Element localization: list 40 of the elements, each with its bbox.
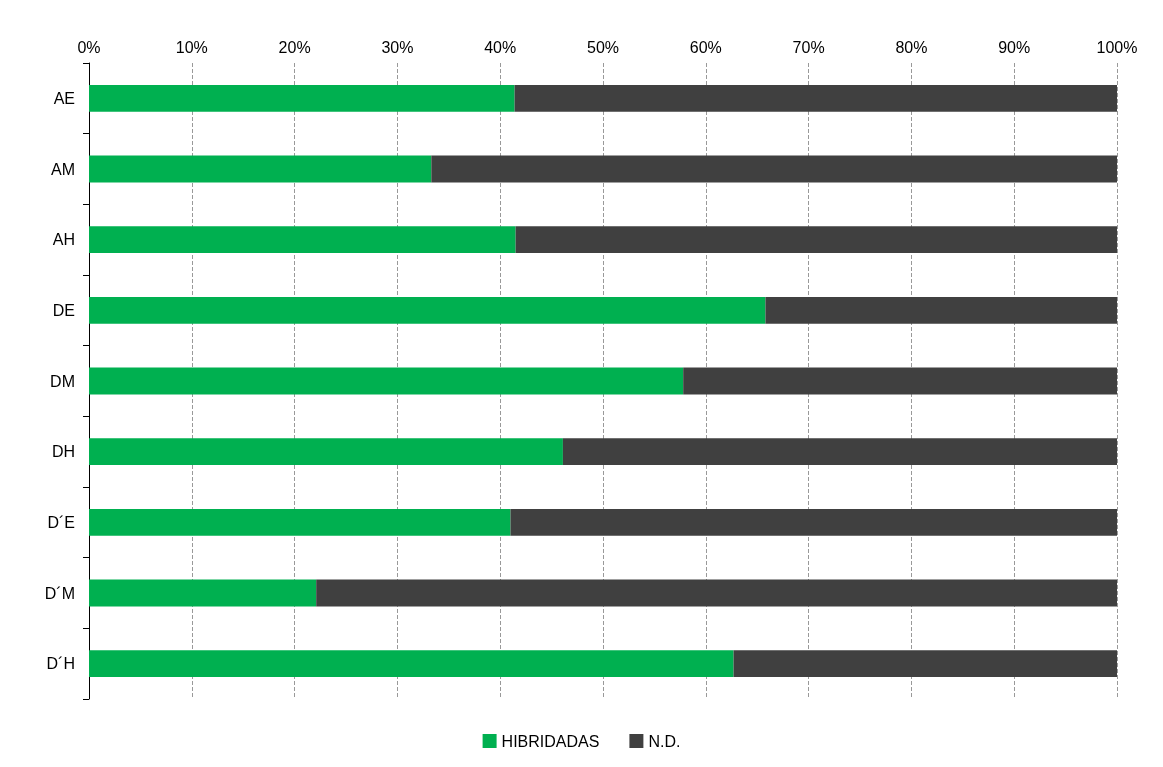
legend-label: N.D. xyxy=(648,732,681,750)
bar xyxy=(89,650,734,678)
bar xyxy=(431,155,1117,183)
x-tick-label: 10% xyxy=(175,38,208,56)
bar xyxy=(562,438,1117,466)
bar xyxy=(765,296,1117,324)
bar xyxy=(316,579,1117,607)
bar xyxy=(89,226,516,254)
bar xyxy=(89,84,515,112)
x-tick-label: 50% xyxy=(586,38,620,56)
x-tick-label: 80% xyxy=(895,38,928,56)
bar xyxy=(515,226,1117,254)
x-tick-label: 40% xyxy=(484,38,517,56)
y-tick-label: DE xyxy=(52,301,75,319)
x-tick-label: 100% xyxy=(1096,38,1138,56)
bar xyxy=(510,508,1117,536)
bar xyxy=(89,438,563,466)
y-tick-label: AE xyxy=(53,89,75,107)
y-tick-label: AH xyxy=(52,231,75,249)
bar xyxy=(89,579,317,607)
bar xyxy=(683,367,1117,395)
bar xyxy=(89,508,511,536)
x-tick-label: 60% xyxy=(689,38,722,56)
y-tick-label: AM xyxy=(51,160,75,178)
bar xyxy=(89,367,684,395)
bar xyxy=(89,296,766,324)
bar xyxy=(733,650,1117,678)
y-tick-label: D´H xyxy=(46,655,75,673)
y-tick-label: DH xyxy=(51,443,75,461)
bar xyxy=(89,155,432,183)
y-tick-label: D´M xyxy=(44,584,75,602)
x-tick-label: 20% xyxy=(278,38,311,56)
legend-label: HIBRIDADAS xyxy=(501,732,600,750)
x-tick-label: 90% xyxy=(998,38,1031,56)
y-tick-label: DM xyxy=(50,372,75,390)
x-tick-label: 30% xyxy=(381,38,414,56)
bar xyxy=(514,84,1117,112)
x-tick-label: 70% xyxy=(792,38,825,56)
x-tick-label: 0% xyxy=(77,38,101,56)
y-tick-label: D´E xyxy=(47,513,75,531)
